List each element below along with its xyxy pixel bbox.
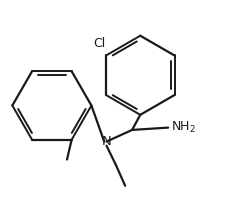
Text: NH$_2$: NH$_2$ (171, 120, 195, 135)
Text: Cl: Cl (93, 37, 105, 50)
Text: N: N (102, 135, 111, 148)
